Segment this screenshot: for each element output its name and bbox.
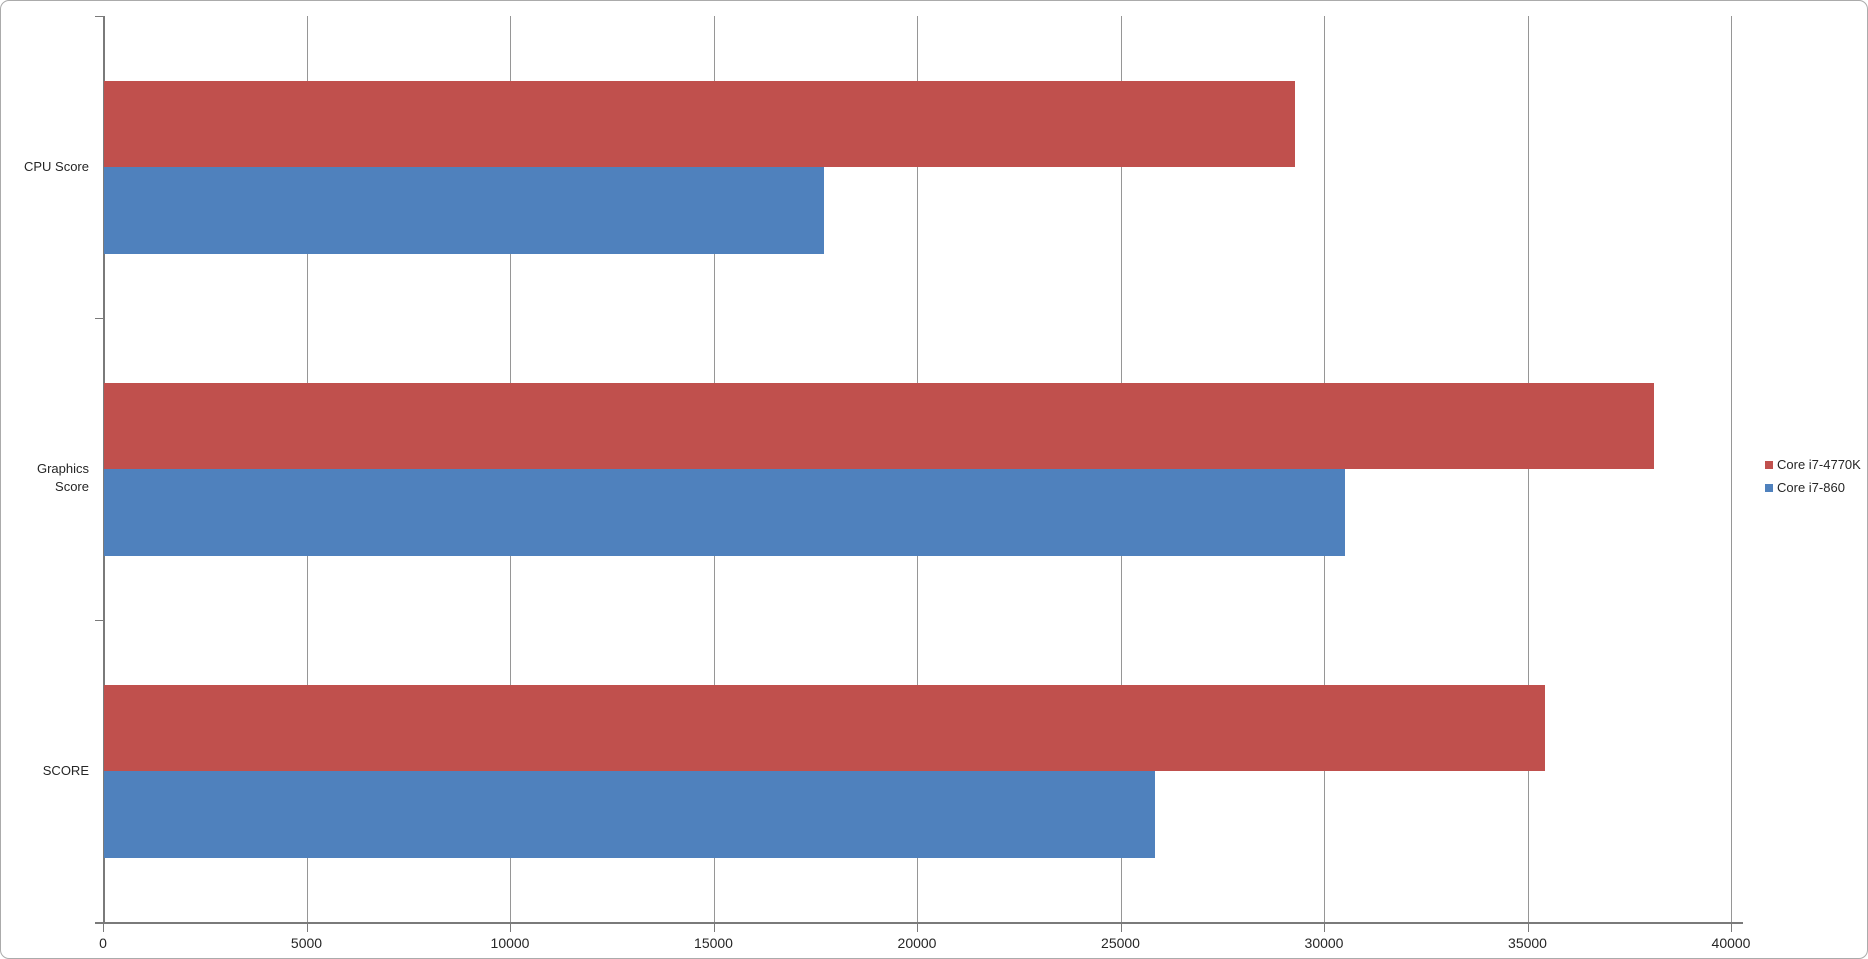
- bar-core-i7-860-score: [104, 771, 1155, 858]
- bar-core-i7-860-graphics-score: [104, 469, 1345, 556]
- x-axis-tick-label: 5000: [290, 935, 323, 951]
- category-axis-tick: [95, 922, 103, 923]
- x-axis-tick-label: 15000: [694, 935, 733, 951]
- bar-core-i7-860-cpu-score: [104, 167, 824, 254]
- value-axis-line: [95, 922, 1743, 924]
- x-axis-tick-label: 30000: [1304, 935, 1344, 951]
- x-axis-tick-label: 25000: [1101, 935, 1140, 951]
- x-axis-tick-label: 40000: [1711, 935, 1751, 951]
- category-axis-tick: [95, 318, 103, 319]
- gridline: [1731, 16, 1732, 922]
- legend-swatch-core-i7-860: [1765, 484, 1773, 492]
- legend-item-core-i7-860: Core i7-860: [1765, 480, 1861, 496]
- x-axis-tick-label: 0: [99, 935, 107, 951]
- legend-label-core-i7-4770k: Core i7-4770K: [1777, 457, 1861, 472]
- x-axis-tick: [1324, 924, 1325, 932]
- category-axis-tick: [95, 16, 103, 17]
- x-axis-tick: [1731, 924, 1732, 932]
- legend-swatch-core-i7-4770k: [1765, 461, 1773, 469]
- x-axis-tick-label: 35000: [1508, 935, 1547, 951]
- x-axis-tick-label: 20000: [897, 935, 937, 951]
- x-axis-tick: [1120, 924, 1122, 932]
- x-axis-tick: [306, 924, 308, 932]
- gridline: [1527, 16, 1529, 922]
- category-label-score: SCORE: [42, 763, 89, 778]
- x-axis-tick: [1527, 924, 1529, 932]
- bar-core-i7-4770k-score: [104, 685, 1545, 771]
- category-axis-tick: [95, 620, 103, 621]
- x-axis-tick: [510, 924, 511, 932]
- category-label-graphics-score: Graphics Score: [36, 461, 89, 494]
- x-axis-tick: [713, 924, 715, 932]
- bar-core-i7-4770k-graphics-score: [104, 383, 1654, 469]
- x-axis-tick: [103, 924, 104, 932]
- legend-label-core-i7-860: Core i7-860: [1777, 480, 1845, 495]
- legend-item-core-i7-4770k: Core i7-4770K: [1765, 457, 1861, 473]
- x-axis-tick: [917, 924, 918, 932]
- bar-core-i7-4770k-cpu-score: [104, 81, 1295, 167]
- category-label-cpu-score: CPU Score: [23, 159, 89, 174]
- x-axis-tick-label: 10000: [490, 935, 530, 951]
- legend: Core i7-4770K Core i7-860: [1765, 457, 1861, 503]
